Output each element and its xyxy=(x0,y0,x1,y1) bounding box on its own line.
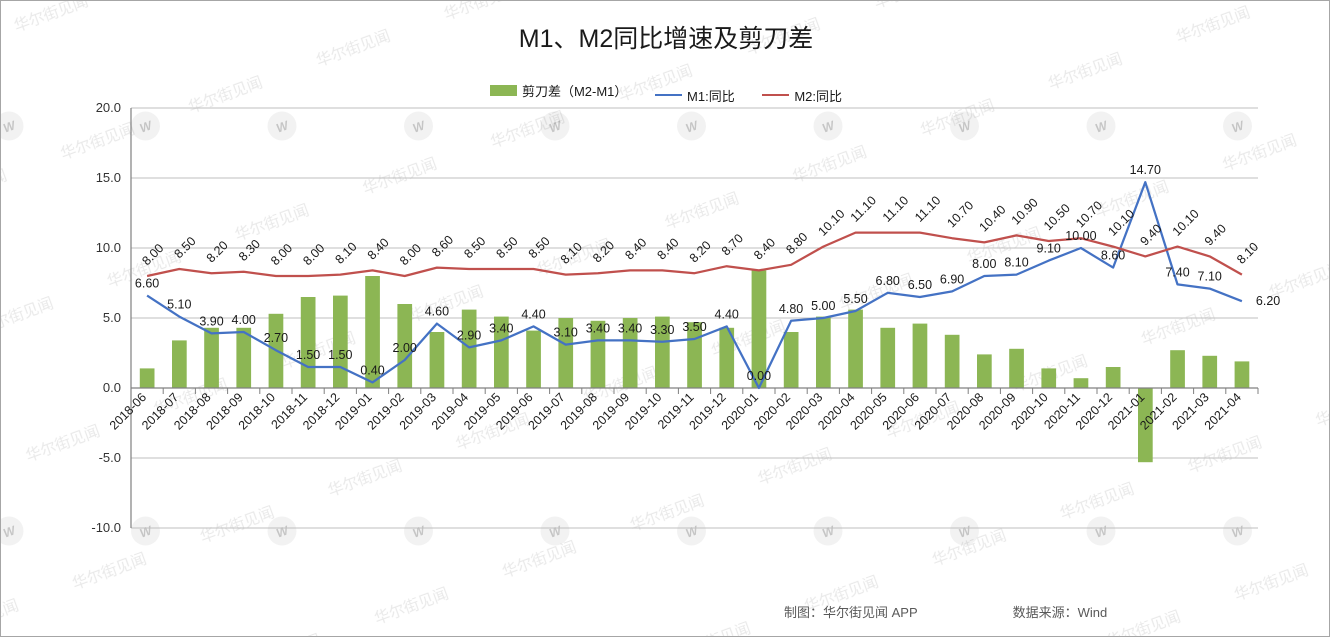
svg-text:8.50: 8.50 xyxy=(172,234,199,261)
svg-text:0.40: 0.40 xyxy=(360,363,384,377)
svg-text:4.60: 4.60 xyxy=(425,305,449,319)
svg-text:3.10: 3.10 xyxy=(554,326,578,340)
svg-text:8.50: 8.50 xyxy=(526,234,553,261)
svg-text:8.10: 8.10 xyxy=(1004,256,1028,270)
svg-text:4.00: 4.00 xyxy=(232,313,256,327)
svg-text:5.00: 5.00 xyxy=(811,299,835,313)
svg-text:8.50: 8.50 xyxy=(494,234,521,261)
svg-text:8.10: 8.10 xyxy=(1234,240,1261,267)
svg-text:8.10: 8.10 xyxy=(333,240,360,267)
svg-text:4.40: 4.40 xyxy=(715,307,739,321)
svg-text:10.90: 10.90 xyxy=(1009,195,1041,227)
svg-text:9.40: 9.40 xyxy=(1202,221,1229,248)
svg-text:1.50: 1.50 xyxy=(296,348,320,362)
svg-text:0.00: 0.00 xyxy=(747,369,771,383)
svg-text:9.10: 9.10 xyxy=(1037,242,1061,256)
svg-text:6.80: 6.80 xyxy=(876,274,900,288)
svg-text:5.10: 5.10 xyxy=(167,298,191,312)
svg-text:6.60: 6.60 xyxy=(135,277,159,291)
svg-text:6.50: 6.50 xyxy=(908,278,932,292)
svg-text:20.0: 20.0 xyxy=(96,100,121,115)
svg-text:8.40: 8.40 xyxy=(751,235,778,262)
svg-text:8.00: 8.00 xyxy=(268,241,295,268)
svg-text:8.40: 8.40 xyxy=(365,235,392,262)
svg-text:8.40: 8.40 xyxy=(655,235,682,262)
svg-text:1.50: 1.50 xyxy=(328,348,352,362)
svg-text:2.90: 2.90 xyxy=(457,328,481,342)
svg-text:6.90: 6.90 xyxy=(940,272,964,286)
svg-text:10.70: 10.70 xyxy=(944,198,976,230)
svg-text:8.60: 8.60 xyxy=(1101,249,1125,263)
svg-text:8.20: 8.20 xyxy=(687,238,714,265)
svg-text:5.50: 5.50 xyxy=(843,292,867,306)
svg-text:-5.0: -5.0 xyxy=(99,450,121,465)
svg-text:11.10: 11.10 xyxy=(848,193,879,224)
svg-text:8.20: 8.20 xyxy=(590,238,617,265)
svg-text:4.40: 4.40 xyxy=(521,307,545,321)
svg-text:7.40: 7.40 xyxy=(1165,265,1189,279)
svg-text:10.00: 10.00 xyxy=(1065,229,1096,243)
svg-text:14.70: 14.70 xyxy=(1130,163,1161,177)
svg-text:3.90: 3.90 xyxy=(199,314,223,328)
svg-text:15.0: 15.0 xyxy=(96,170,121,185)
svg-text:3.40: 3.40 xyxy=(618,321,642,335)
svg-text:6.20: 6.20 xyxy=(1256,294,1280,308)
svg-text:8.00: 8.00 xyxy=(397,241,424,268)
svg-text:8.40: 8.40 xyxy=(622,235,649,262)
svg-text:2.70: 2.70 xyxy=(264,331,288,345)
svg-text:8.20: 8.20 xyxy=(204,238,231,265)
svg-text:8.00: 8.00 xyxy=(300,241,327,268)
svg-text:8.50: 8.50 xyxy=(461,234,488,261)
svg-text:8.00: 8.00 xyxy=(139,241,166,268)
svg-text:11.10: 11.10 xyxy=(880,193,911,224)
svg-text:10.40: 10.40 xyxy=(977,202,1009,234)
svg-text:3.40: 3.40 xyxy=(489,321,513,335)
svg-text:8.10: 8.10 xyxy=(558,240,585,267)
svg-text:3.50: 3.50 xyxy=(682,320,706,334)
svg-text:8.30: 8.30 xyxy=(236,237,263,264)
svg-text:10.70: 10.70 xyxy=(1073,198,1105,230)
svg-text:5.0: 5.0 xyxy=(103,310,121,325)
svg-text:2.00: 2.00 xyxy=(393,341,417,355)
svg-text:4.80: 4.80 xyxy=(779,302,803,316)
svg-text:11.10: 11.10 xyxy=(912,193,943,224)
svg-text:3.40: 3.40 xyxy=(586,321,610,335)
svg-text:0.0: 0.0 xyxy=(103,380,121,395)
svg-text:10.0: 10.0 xyxy=(96,240,121,255)
svg-text:10.10: 10.10 xyxy=(1105,207,1137,239)
svg-text:10.10: 10.10 xyxy=(1170,207,1202,239)
svg-text:8.00: 8.00 xyxy=(972,257,996,271)
svg-text:-10.0: -10.0 xyxy=(91,520,121,535)
svg-text:8.80: 8.80 xyxy=(783,230,810,257)
svg-text:9.40: 9.40 xyxy=(1138,221,1165,248)
svg-text:3.30: 3.30 xyxy=(650,323,674,337)
svg-text:7.10: 7.10 xyxy=(1198,270,1222,284)
svg-text:8.60: 8.60 xyxy=(429,233,456,260)
svg-text:10.10: 10.10 xyxy=(816,207,848,239)
svg-text:8.70: 8.70 xyxy=(719,231,746,258)
